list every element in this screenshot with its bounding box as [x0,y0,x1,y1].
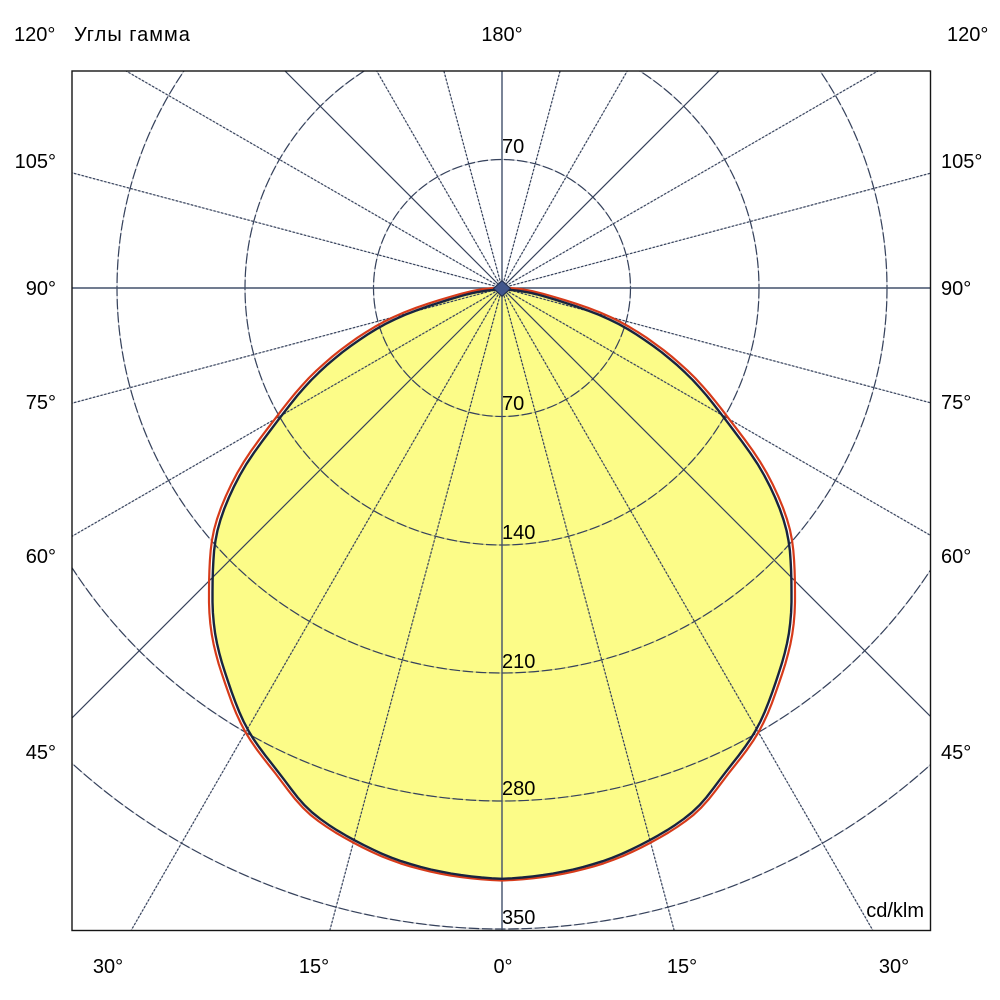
svg-text:15°: 15° [299,956,329,978]
svg-text:60°: 60° [941,546,971,568]
svg-text:30°: 30° [93,956,123,978]
svg-text:180°: 180° [481,24,522,46]
svg-text:15°: 15° [667,956,697,978]
svg-text:280: 280 [502,778,535,800]
svg-text:105°: 105° [941,151,982,173]
svg-text:cd/klm: cd/klm [866,900,924,922]
svg-text:120°: 120° [14,24,55,46]
svg-text:Углы гамма: Углы гамма [74,24,191,46]
svg-text:90°: 90° [26,278,56,300]
svg-text:210: 210 [502,651,535,673]
svg-text:90°: 90° [941,278,971,300]
svg-text:75°: 75° [26,392,56,414]
svg-text:45°: 45° [941,742,971,764]
svg-text:30°: 30° [879,956,909,978]
svg-text:120°: 120° [947,24,988,46]
svg-text:45°: 45° [26,742,56,764]
svg-text:60°: 60° [26,546,56,568]
svg-text:70: 70 [502,136,524,158]
svg-text:70: 70 [502,393,524,415]
svg-text:75°: 75° [941,392,971,414]
svg-text:350: 350 [502,907,535,929]
svg-text:140: 140 [502,522,535,544]
svg-text:105°: 105° [15,151,56,173]
svg-text:0°: 0° [493,956,512,978]
